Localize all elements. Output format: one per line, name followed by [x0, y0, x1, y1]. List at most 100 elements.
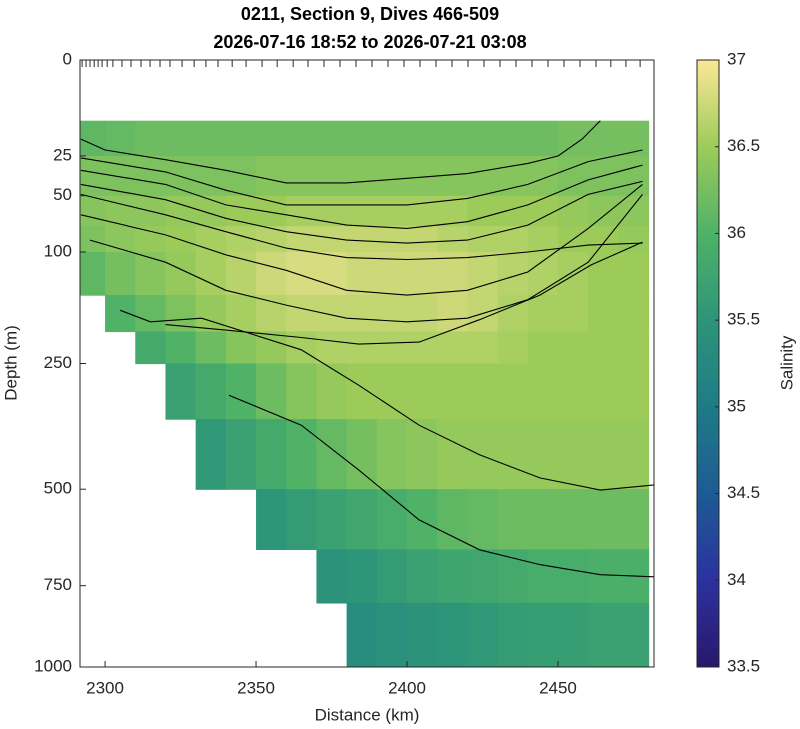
cell [135, 251, 167, 296]
cell [256, 120, 287, 157]
cell [316, 331, 348, 365]
cell [407, 363, 438, 420]
cell [286, 155, 318, 197]
cell [225, 295, 257, 333]
cell [256, 295, 287, 333]
cell [527, 295, 559, 333]
y-tick-label: 50 [53, 185, 72, 204]
cell [437, 363, 468, 420]
cell [557, 295, 589, 333]
colorbar-tick-label: 35.5 [727, 310, 760, 329]
cell [557, 195, 589, 227]
cell [437, 489, 468, 550]
cell [527, 195, 559, 227]
cell [527, 251, 559, 296]
field [80, 120, 650, 667]
colorbar-tick-label: 37 [727, 49, 746, 68]
y-tick-label: 750 [44, 575, 72, 594]
cell [437, 602, 468, 667]
cell [497, 251, 529, 296]
cell [195, 331, 227, 365]
cell [316, 155, 348, 197]
cell [527, 602, 559, 667]
contour-line [80, 149, 643, 206]
cell [527, 549, 559, 604]
cell [437, 549, 468, 604]
cell [618, 331, 650, 365]
cell [527, 419, 559, 490]
cell [105, 251, 136, 296]
cell [467, 155, 499, 197]
cell [256, 489, 287, 550]
cell [467, 331, 499, 365]
cell [316, 295, 348, 333]
cell [588, 295, 619, 333]
cell [618, 419, 650, 490]
cell [286, 226, 318, 253]
contour-line [80, 164, 643, 229]
cell [618, 295, 650, 333]
chart-title: 0211, Section 9, Dives 466-509 [241, 4, 499, 24]
cell [195, 155, 227, 197]
cell [376, 226, 408, 253]
cell [256, 226, 287, 253]
cell [80, 155, 106, 197]
cell [588, 331, 619, 365]
cell [376, 363, 408, 420]
cell [346, 363, 378, 420]
cell [135, 331, 167, 365]
cell [195, 195, 227, 227]
cell [557, 419, 589, 490]
cell [346, 226, 378, 253]
cell [527, 226, 559, 253]
cell [225, 120, 257, 157]
cell [105, 155, 136, 197]
contour-line [80, 183, 643, 296]
cell [407, 226, 438, 253]
cell [286, 120, 318, 157]
cell [105, 226, 136, 253]
cell [467, 549, 499, 604]
cell [557, 120, 589, 157]
cell [407, 419, 438, 490]
cell [376, 331, 408, 365]
y-tick-label: 0 [63, 49, 72, 68]
cell [467, 602, 499, 667]
cell [376, 155, 408, 197]
cell [80, 195, 106, 227]
cell [588, 419, 619, 490]
contour-line [80, 180, 643, 244]
cell [346, 155, 378, 197]
y-tick-label: 1000 [34, 656, 72, 675]
cell [527, 120, 559, 157]
cell [316, 195, 348, 227]
cell [346, 331, 378, 365]
cell [225, 331, 257, 365]
cell [437, 295, 468, 333]
cell [286, 251, 318, 296]
cell [80, 251, 106, 296]
cell [557, 155, 589, 197]
cell [437, 155, 468, 197]
cell [618, 155, 650, 197]
cell [588, 120, 619, 157]
y-axis-label: Depth (m) [1, 325, 20, 401]
cell [467, 120, 499, 157]
x-tick-label: 2350 [237, 678, 275, 697]
cell [225, 226, 257, 253]
cell [346, 295, 378, 333]
cell [557, 489, 589, 550]
colorbar-label: Salinity [777, 335, 796, 390]
cell [286, 489, 318, 550]
cell [346, 419, 378, 490]
cell [286, 419, 318, 490]
cell [618, 226, 650, 253]
cell [316, 419, 348, 490]
contour-line [80, 193, 643, 261]
y-tick-label: 500 [44, 479, 72, 498]
cell [588, 549, 619, 604]
cell [256, 195, 287, 227]
cell [618, 602, 650, 667]
cell [467, 363, 499, 420]
